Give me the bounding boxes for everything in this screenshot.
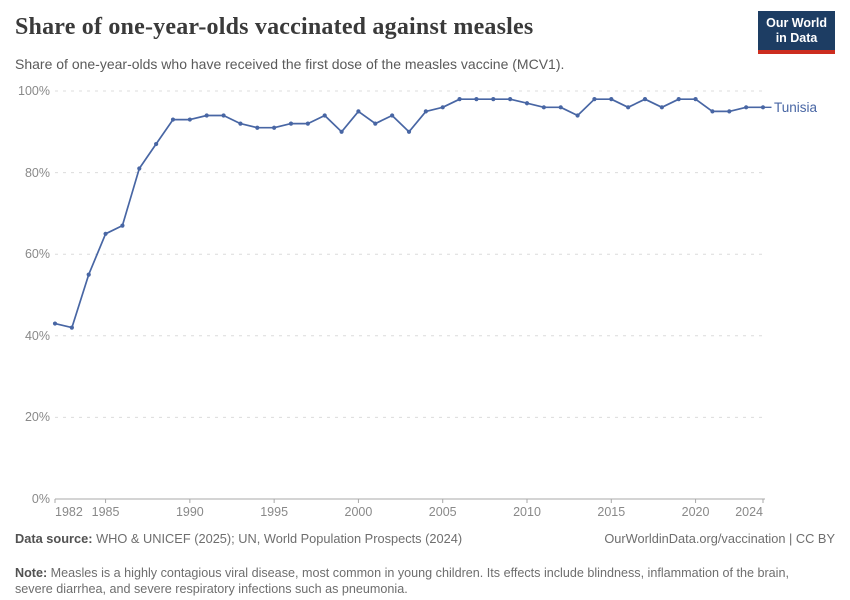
series-point xyxy=(52,321,58,326)
logo-line1: Our World xyxy=(766,16,827,30)
series-point xyxy=(187,117,192,122)
series-point xyxy=(575,113,580,118)
series-point xyxy=(390,113,395,118)
series-point xyxy=(356,109,361,114)
series-point xyxy=(373,121,378,126)
series-point xyxy=(676,97,681,102)
series-point xyxy=(491,97,496,102)
series-point xyxy=(120,223,125,228)
x-axis-label: 2024 xyxy=(735,505,763,519)
x-axis-label: 2000 xyxy=(344,505,373,519)
series-point xyxy=(508,97,513,102)
series-point xyxy=(626,105,631,110)
x-axis-label: 2005 xyxy=(428,505,457,519)
footer-note-text: Measles is a highly contagious viral dis… xyxy=(15,565,789,597)
x-axis-label: 1995 xyxy=(260,505,289,519)
y-axis-label: 100% xyxy=(18,84,50,98)
series-point xyxy=(305,121,310,126)
series-point xyxy=(423,109,428,114)
series-point xyxy=(238,121,243,126)
y-axis-label: 60% xyxy=(24,247,50,262)
series-point xyxy=(524,101,530,106)
x-axis-label: 2010 xyxy=(513,505,541,519)
series-point xyxy=(170,117,176,122)
series-point xyxy=(609,97,614,102)
series-point xyxy=(288,121,294,126)
y-axis-label: 40% xyxy=(24,328,50,343)
page-title: Share of one-year-olds vaccinated agains… xyxy=(15,14,534,40)
series-point xyxy=(558,105,563,110)
y-axis-label: 0% xyxy=(31,492,50,506)
series-point xyxy=(440,105,445,110)
series-point xyxy=(474,97,479,102)
data-source-text: WHO & UNICEF (2025); UN, World Populatio… xyxy=(92,531,463,546)
series-point xyxy=(103,231,108,236)
series-point xyxy=(339,129,344,134)
series-point xyxy=(457,97,462,102)
series-point xyxy=(642,97,648,102)
series-point xyxy=(154,141,159,147)
logo-line2: in Data xyxy=(775,31,818,45)
series-point xyxy=(255,125,260,130)
series-point xyxy=(86,272,91,277)
series-point xyxy=(710,109,715,114)
series-point xyxy=(221,113,226,118)
y-axis-label: 80% xyxy=(24,165,50,180)
x-axis-label: 2015 xyxy=(597,505,626,519)
series-point xyxy=(744,105,749,110)
series-point xyxy=(322,113,327,118)
chart-subtitle: Share of one-year-olds who have received… xyxy=(15,56,565,72)
footer-source-row: Data source: WHO & UNICEF (2025); UN, Wo… xyxy=(15,531,835,546)
data-source-label: Data source: xyxy=(15,531,93,546)
series-point xyxy=(137,166,142,171)
series-point xyxy=(204,113,209,118)
series-label-tunisia: Tunisia xyxy=(774,100,818,115)
series-point xyxy=(760,105,766,110)
series-point xyxy=(272,125,277,130)
y-axis-label: 20% xyxy=(24,410,50,425)
series-point xyxy=(69,325,74,330)
footer-note-label: Note: xyxy=(15,565,48,580)
x-axis-label: 2020 xyxy=(681,505,710,519)
footer-link: OurWorldinData.org/vaccination | CC BY xyxy=(604,531,835,546)
series-point xyxy=(659,105,664,110)
series-point xyxy=(693,97,698,102)
x-axis-label: 1985 xyxy=(91,505,120,519)
x-axis-label: 1990 xyxy=(175,505,204,519)
series-point xyxy=(541,105,546,110)
series-point xyxy=(406,129,412,134)
series-point xyxy=(592,97,597,102)
data-source: Data source: WHO & UNICEF (2025); UN, Wo… xyxy=(15,531,462,546)
owid-logo: Our World in Data xyxy=(758,11,835,54)
footer-note: Note: Measles is a highly contagious vir… xyxy=(15,565,821,598)
x-axis-label: 1982 xyxy=(55,505,83,519)
series-point xyxy=(727,109,732,114)
